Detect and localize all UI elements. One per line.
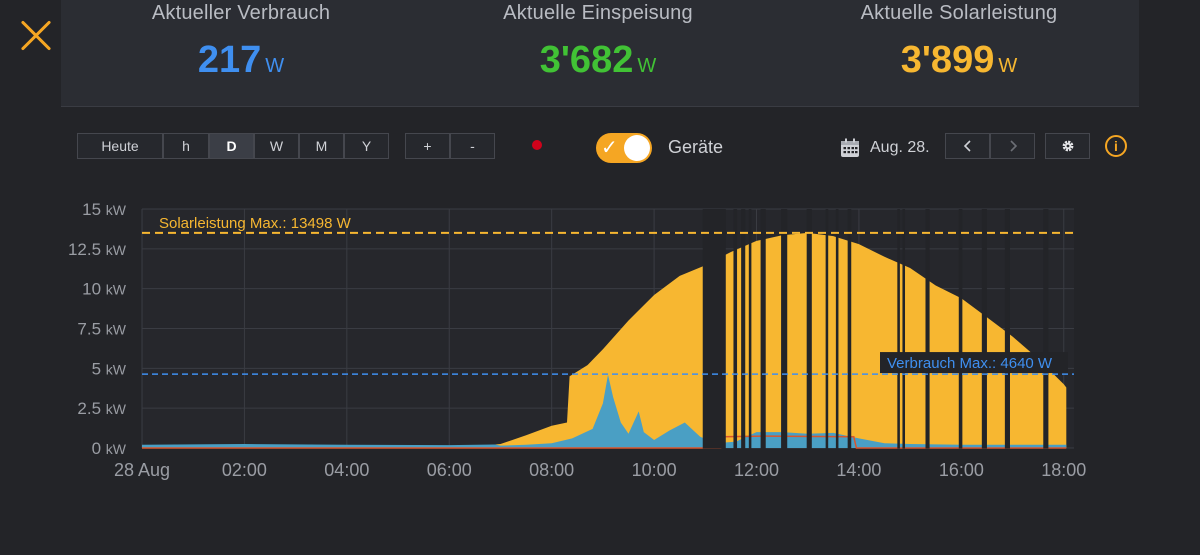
chevron-right-icon	[1009, 140, 1017, 152]
stats-panel: Aktueller Verbrauch 217 W Aktuelle Einspe…	[61, 0, 1139, 107]
stat-feed-in-label: Aktuelle Einspeisung	[503, 2, 693, 24]
stat-consumption-unit: W	[265, 55, 285, 77]
series-consumption-area	[142, 374, 1067, 448]
info-icon[interactable]: i	[1105, 135, 1127, 157]
data-gap	[1004, 209, 1010, 449]
range-month-button[interactable]: M	[299, 133, 344, 159]
range-today-button[interactable]: Heute	[77, 133, 163, 159]
settings-button[interactable]	[1045, 133, 1090, 159]
live-indicator-dot	[532, 140, 542, 150]
stat-solar-label: Aktuelle Solarleistung	[860, 2, 1058, 24]
devices-toggle-label: Geräte	[668, 137, 724, 157]
data-gap	[981, 209, 987, 449]
x-tick-label: 06:00	[427, 460, 472, 480]
y-tick-label: 2.5 kW	[77, 399, 126, 418]
data-gap	[702, 209, 726, 449]
consumption-max-label: Verbrauch Max.: 4640 W	[887, 355, 1053, 372]
stat-consumption: Aktueller Verbrauch 217 W	[61, 0, 421, 82]
data-gap	[748, 209, 752, 449]
range-year-button[interactable]: Y	[344, 133, 389, 159]
x-tick-label: 08:00	[529, 460, 574, 480]
data-gap	[733, 209, 738, 449]
data-gap	[925, 209, 930, 449]
y-tick-label: 10 kW	[82, 280, 127, 299]
y-tick-label: 7.5 kW	[77, 320, 126, 339]
y-tick-label: 15 kW	[82, 200, 127, 219]
y-tick-label: 0 kW	[92, 439, 127, 458]
toggle-knob	[624, 135, 650, 161]
gear-icon	[1062, 140, 1073, 152]
data-gap	[897, 209, 900, 449]
zoom-out-button[interactable]: -	[450, 133, 495, 159]
data-gap	[1043, 209, 1049, 449]
x-tick-label: 10:00	[632, 460, 677, 480]
x-tick-label: 28 Aug	[114, 460, 170, 480]
series-solar-area	[142, 232, 1067, 448]
data-gap	[806, 209, 812, 449]
stat-solar-unit: W	[998, 55, 1018, 77]
devices-toggle[interactable]: ✓	[596, 133, 652, 163]
chevron-left-icon	[963, 140, 971, 152]
x-tick-label: 12:00	[734, 460, 779, 480]
prev-day-button[interactable]	[945, 133, 990, 159]
x-tick-label: 18:00	[1041, 460, 1086, 480]
data-gap	[835, 209, 839, 449]
range-week-button[interactable]: W	[254, 133, 299, 159]
range-hour-button[interactable]: h	[163, 133, 209, 159]
stat-feed-in-value: 3'682	[539, 39, 634, 81]
stat-feed-in-unit: W	[637, 55, 657, 77]
y-tick-label: 12.5 kW	[68, 240, 127, 259]
power-chart: Solarleistung Max.: 13498 W Verbrauch Max…	[68, 200, 1086, 480]
stat-feed-in: Aktuelle Einspeisung 3'682 W	[418, 0, 778, 82]
stat-consumption-value: 217	[197, 39, 262, 81]
data-gap	[781, 209, 788, 449]
date-label[interactable]: Aug. 28.	[870, 139, 930, 156]
x-tick-label: 04:00	[324, 460, 369, 480]
data-gap	[958, 209, 963, 449]
stat-consumption-label: Aktueller Verbrauch	[151, 2, 331, 24]
check-icon: ✓	[601, 137, 618, 159]
data-gap	[760, 209, 766, 449]
next-day-button[interactable]	[990, 133, 1035, 159]
zoom-in-button[interactable]: +	[405, 133, 450, 159]
stat-solar: Aktuelle Solarleistung 3'899 W	[779, 0, 1139, 82]
solar-max-label: Solarleistung Max.: 13498 W	[159, 215, 352, 232]
x-tick-label: 14:00	[836, 460, 881, 480]
y-tick-label: 5 kW	[92, 359, 127, 378]
consumption-max-label-bg	[880, 352, 1068, 374]
data-gap	[847, 209, 852, 449]
range-day-button[interactable]: D	[209, 133, 254, 159]
data-gap	[741, 209, 746, 449]
data-gap	[902, 209, 906, 449]
x-tick-label: 02:00	[222, 460, 267, 480]
calendar-icon[interactable]	[840, 138, 860, 158]
close-icon[interactable]	[18, 18, 54, 54]
x-tick-label: 16:00	[939, 460, 984, 480]
stat-solar-value: 3'899	[900, 39, 995, 81]
data-gap	[825, 209, 829, 449]
